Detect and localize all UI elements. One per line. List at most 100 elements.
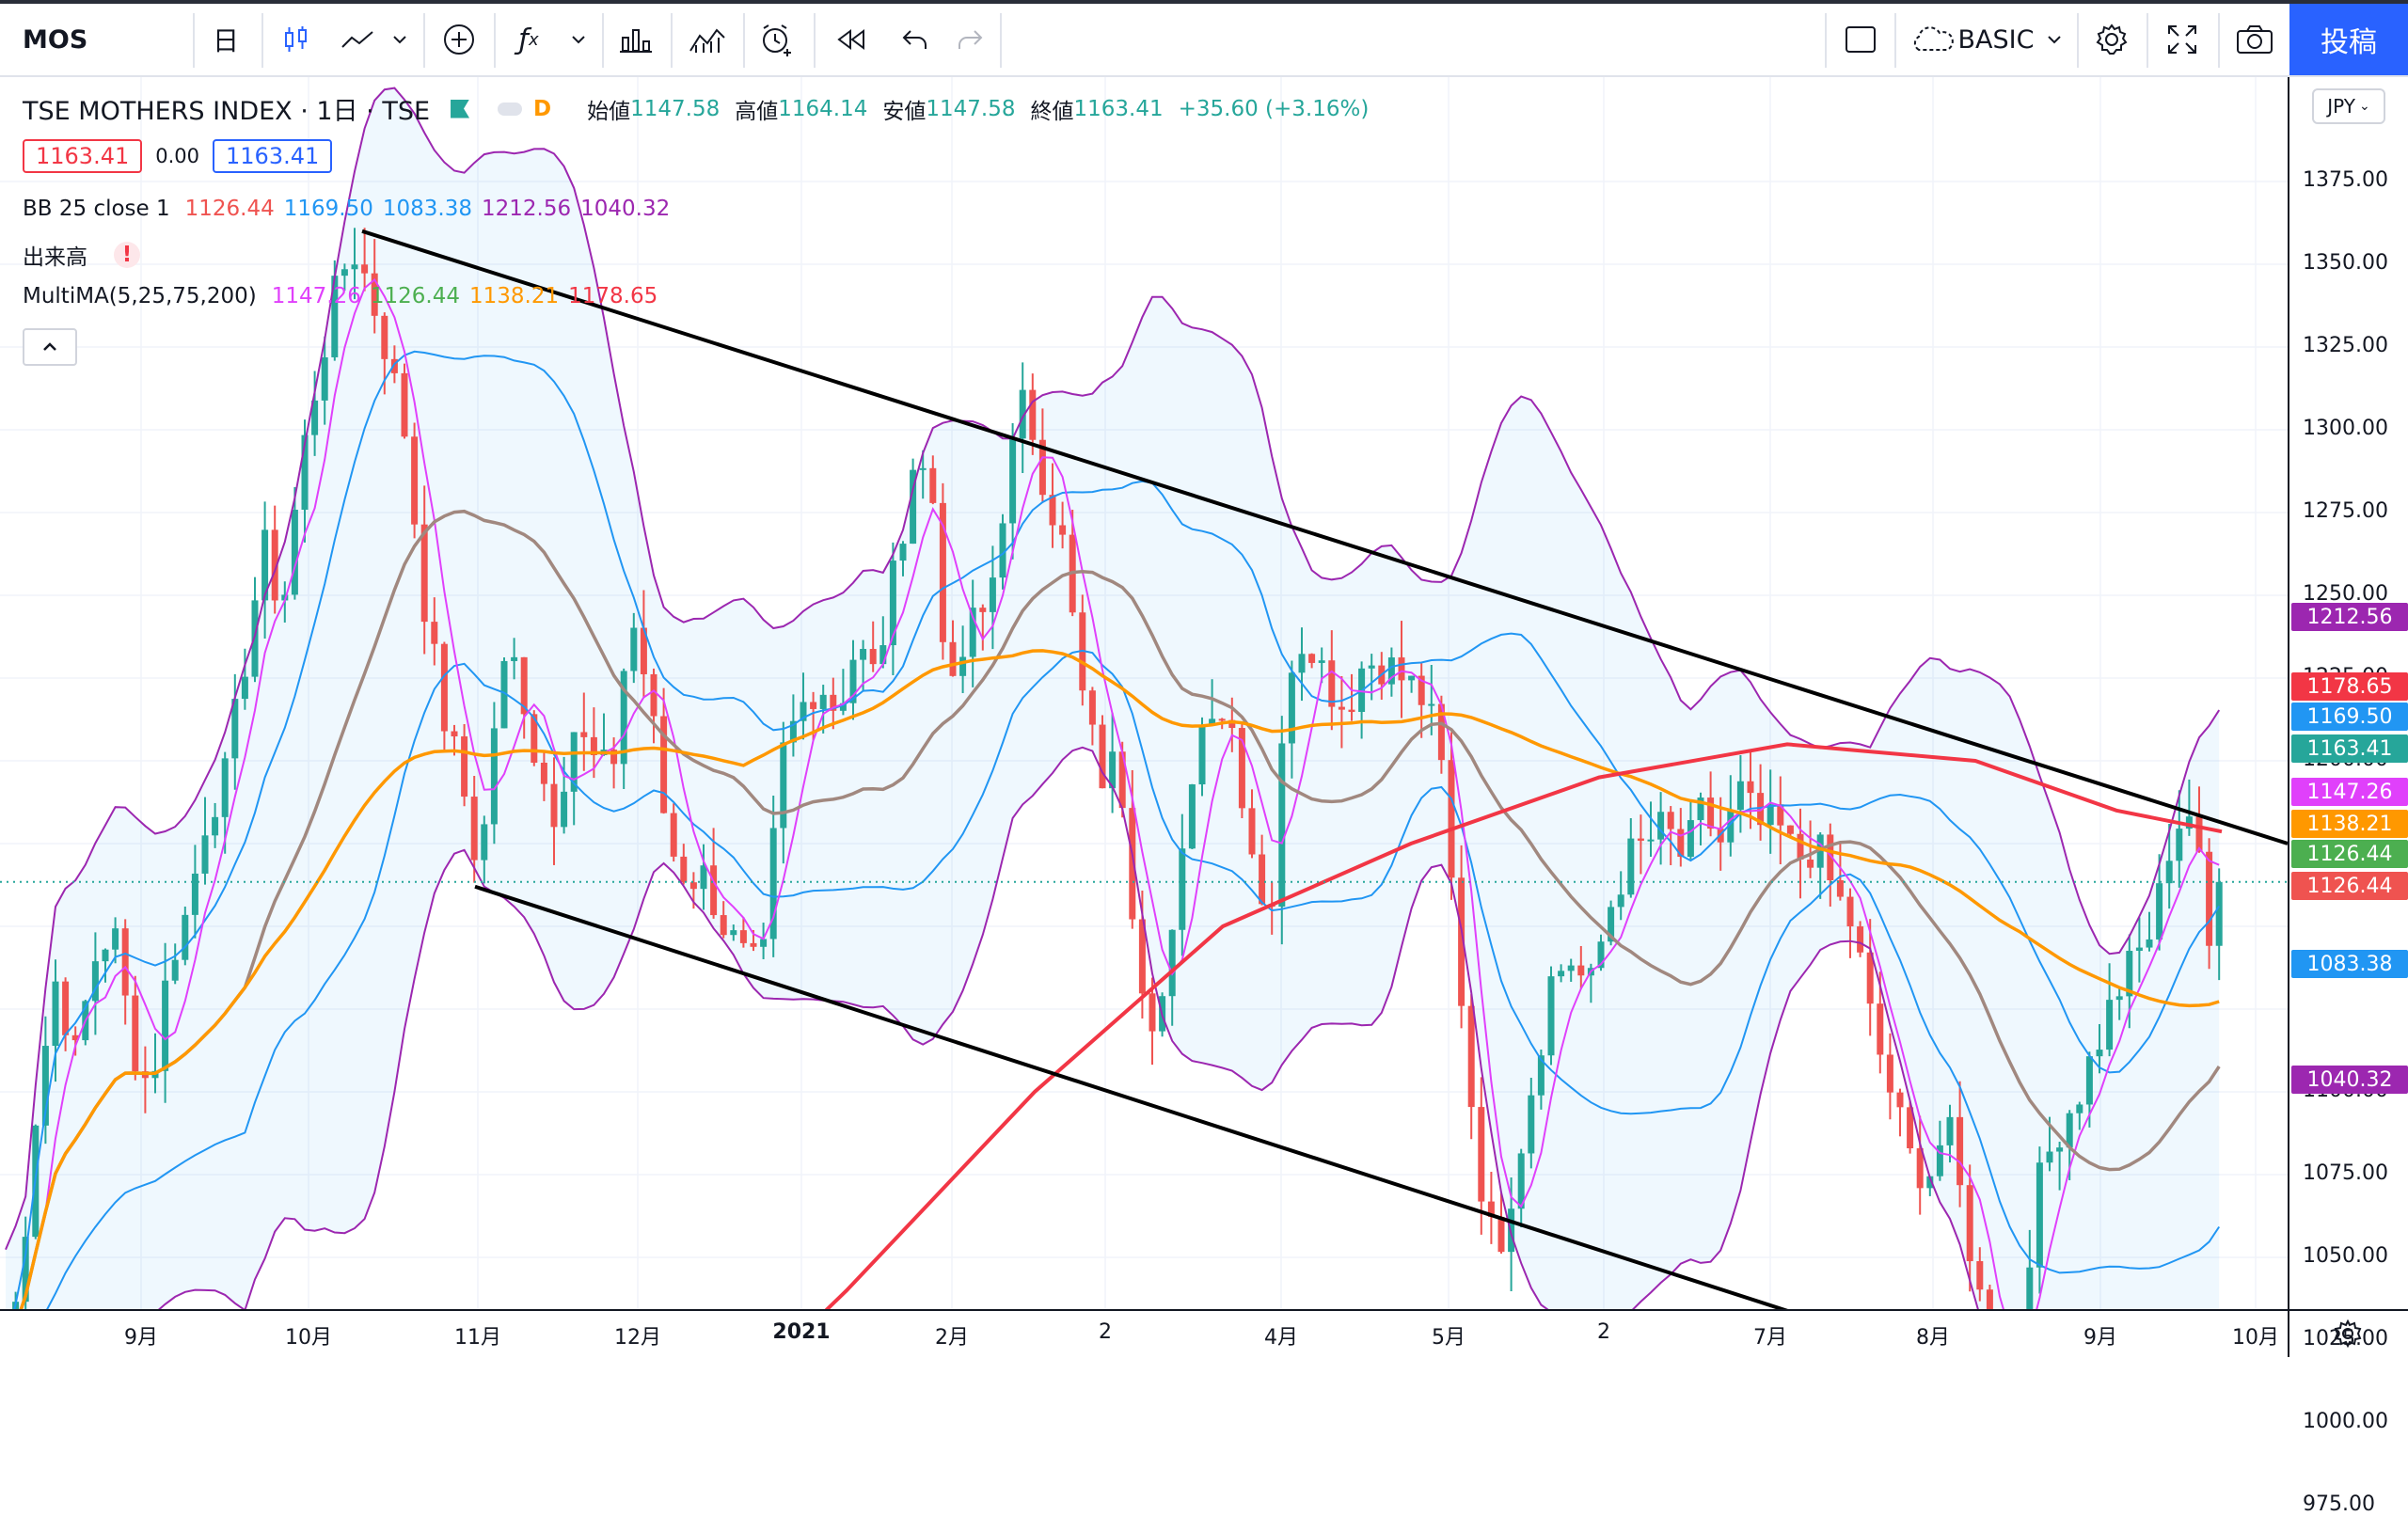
candle-body <box>1428 703 1435 706</box>
candle-body <box>1387 657 1395 685</box>
price-tick-label: 1075.00 <box>2303 1161 2388 1185</box>
candle-style-icon[interactable] <box>268 4 325 75</box>
candle-body <box>1418 675 1425 705</box>
legend-title[interactable]: TSE MOTHERS INDEX · 1日 · TSE <box>23 97 431 126</box>
candle-body <box>1009 438 1017 524</box>
candle-body <box>989 577 996 612</box>
templates-icon[interactable] <box>677 4 737 75</box>
layout-name[interactable]: BASIC <box>1957 24 2035 55</box>
time-tick-label: 2 <box>1099 1320 1112 1344</box>
chevron-down-icon: ⌄ <box>2359 99 2370 114</box>
warning-icon[interactable]: ! <box>114 242 140 268</box>
candle-body <box>830 694 837 711</box>
axis-settings-corner[interactable] <box>2288 1309 2408 1357</box>
line-style-icon[interactable] <box>329 4 386 75</box>
candle-body <box>132 995 139 1072</box>
buy-button[interactable]: 1163.41 <box>213 139 333 173</box>
candle-body <box>112 928 119 950</box>
candle-body <box>2176 829 2183 861</box>
candle-body <box>1368 665 1375 669</box>
chevron-up-icon <box>43 342 56 351</box>
candle-body <box>271 529 278 601</box>
candle-body <box>2076 1104 2083 1113</box>
redo-icon[interactable] <box>943 4 996 75</box>
candle-body <box>839 703 847 711</box>
time-tick-label: 9月 <box>2083 1326 2117 1350</box>
alert-icon[interactable] <box>748 4 806 75</box>
candle-body <box>261 529 269 601</box>
sell-button[interactable]: 1163.41 <box>23 139 143 173</box>
chart-pane[interactable]: TSE MOTHERS INDEX · 1日 · TSE D 始値 1147.5… <box>0 77 2289 1516</box>
candle-body <box>2106 1000 2114 1050</box>
price-tag: 1040.32 <box>2291 1066 2408 1094</box>
ma75-line <box>4 649 2220 1350</box>
bb-value-1: 1126.44 <box>184 197 275 221</box>
cloud-layout-icon[interactable] <box>1902 4 1962 75</box>
ohlc-open-label: 始値 <box>587 99 631 124</box>
candle-body <box>1697 797 1704 821</box>
toggle-icon[interactable] <box>498 102 523 116</box>
multima-legend[interactable]: MultiMA(5,25,75,200) 1147.26 1126.44 113… <box>23 284 657 308</box>
add-compare-icon[interactable] <box>431 4 487 75</box>
chevron-down-icon[interactable] <box>386 4 414 75</box>
chevron-down-icon[interactable] <box>564 4 593 75</box>
price-tag: 1178.65 <box>2291 672 2408 701</box>
bb-name: BB 25 close 1 <box>23 197 170 221</box>
camera-icon[interactable] <box>2225 4 2285 75</box>
candle-body <box>1328 660 1336 707</box>
candle-body <box>1807 860 1814 868</box>
candle-body <box>1088 690 1096 725</box>
volume-legend[interactable]: 出来高 ! <box>23 239 140 271</box>
chevron-down-icon[interactable] <box>2037 4 2071 75</box>
symbol-search[interactable]: MOS <box>23 24 88 55</box>
candle-body <box>2215 881 2223 946</box>
candle-body <box>580 732 588 737</box>
candle-body <box>1288 672 1295 744</box>
time-tick-label: 7月 <box>1753 1326 1787 1350</box>
candle-body <box>720 915 727 936</box>
candle-body <box>1757 793 1765 826</box>
candle-body <box>869 649 877 665</box>
gear-icon[interactable] <box>2331 1317 2365 1350</box>
time-tick-label: 10月 <box>285 1326 332 1350</box>
candle-body <box>62 981 70 1035</box>
time-axis[interactable] <box>0 1309 2288 1357</box>
collapse-legend-button[interactable] <box>23 328 77 366</box>
bb-value-2: 1169.50 <box>283 197 373 221</box>
candle-body <box>420 524 428 623</box>
bollinger-lower-line <box>5 746 2221 1456</box>
candle-body <box>2066 1113 2073 1148</box>
candle-body <box>1259 854 1266 905</box>
candle-body <box>999 523 1006 578</box>
candle-body <box>52 981 59 1047</box>
publish-button[interactable]: 投稿 <box>2289 4 2408 75</box>
interval-button[interactable]: 日 <box>212 25 239 56</box>
financials-icon[interactable] <box>607 4 665 75</box>
candle-body <box>1437 703 1445 761</box>
candle-body <box>620 671 627 765</box>
replay-icon[interactable] <box>823 4 879 75</box>
drawing-select-icon[interactable] <box>1832 4 1889 75</box>
candle-body <box>949 641 957 676</box>
candle-body <box>700 865 707 890</box>
candle-body <box>1348 709 1355 712</box>
currency-select[interactable]: JPY ⌄ <box>2312 88 2385 124</box>
candle-body <box>630 627 638 671</box>
candle-body <box>1238 728 1245 809</box>
candle-body <box>1577 965 1585 976</box>
candle-body <box>490 728 498 825</box>
candle-body <box>1657 812 1665 840</box>
multima-value-4: 1178.65 <box>568 284 658 308</box>
bollinger-upper-line <box>5 87 2221 1251</box>
undo-icon[interactable] <box>889 4 942 75</box>
bb-legend[interactable]: BB 25 close 1 1126.44 1169.50 1083.38 12… <box>23 197 670 221</box>
price-tick-label: 1325.00 <box>2303 334 2388 357</box>
candle-body <box>182 914 189 960</box>
fullscreen-icon[interactable] <box>2154 4 2210 75</box>
price-chart[interactable] <box>0 77 2289 1516</box>
gear-icon[interactable] <box>2083 4 2140 75</box>
candle-body <box>849 659 857 703</box>
candle-body <box>819 694 827 709</box>
